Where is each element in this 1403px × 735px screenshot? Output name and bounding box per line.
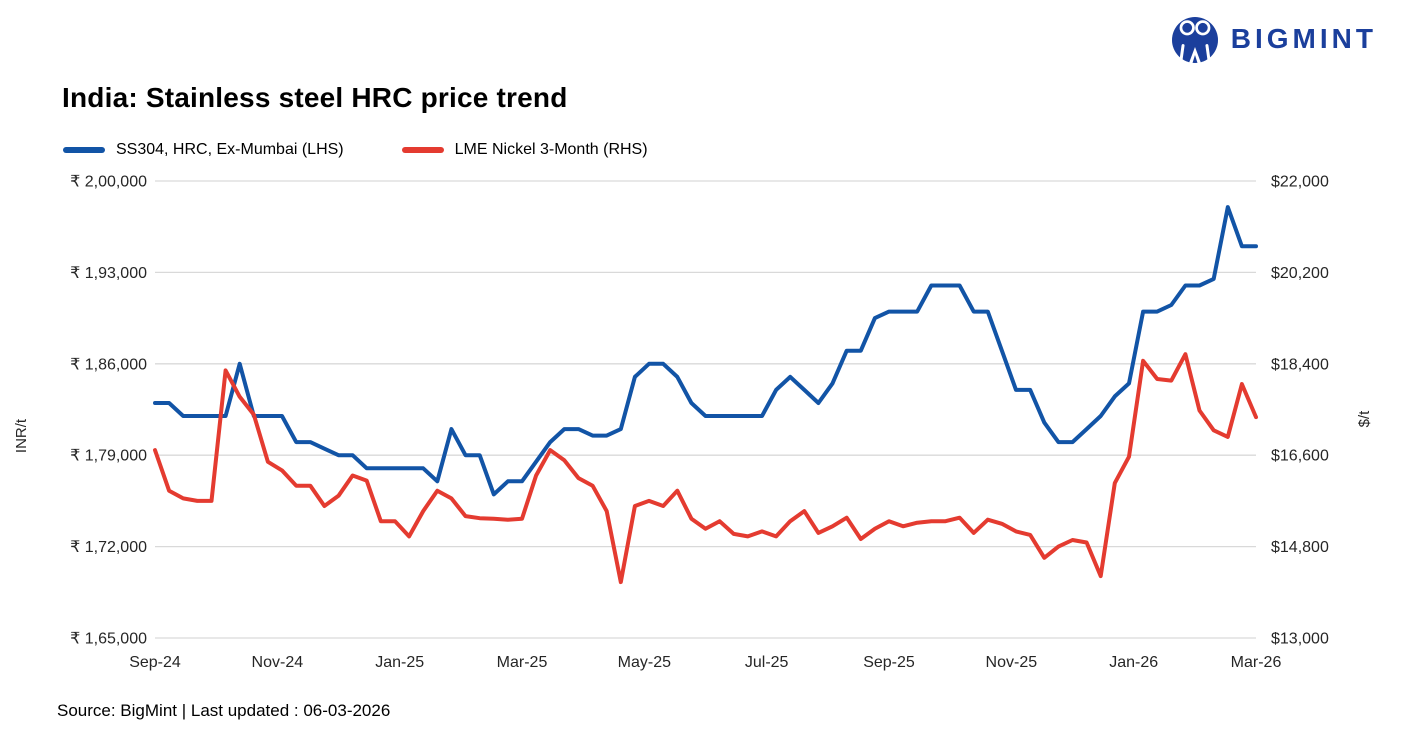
left-axis-tick-label: ₹ 1,65,000 <box>70 631 147 648</box>
right-axis-title: $/t <box>1356 410 1373 428</box>
right-axis-tick-label: $13,000 <box>1271 631 1329 648</box>
x-axis-tick-label: Jan-26 <box>1109 654 1158 671</box>
x-axis-tick-label: Nov-25 <box>986 654 1038 671</box>
right-axis-tick-label: $20,200 <box>1271 265 1329 282</box>
legend-label-ss304: SS304, HRC, Ex-Mumbai (LHS) <box>116 141 344 158</box>
bigmint-logo-icon <box>1171 17 1218 63</box>
left-axis-tick-label: ₹ 2,00,000 <box>70 174 147 191</box>
legend-swatch-ss304 <box>63 147 105 153</box>
series-line-ss304-hrc <box>153 205 1258 497</box>
left-axis-title: INR/t <box>13 418 30 453</box>
right-axis-tick-label: $14,800 <box>1271 539 1329 556</box>
bigmint-logo: BIGMINT <box>1170 14 1377 64</box>
x-axis-tick-label: Jan-25 <box>375 654 424 671</box>
legend-label-nickel: LME Nickel 3-Month (RHS) <box>454 141 648 158</box>
right-axis-tick-label: $16,600 <box>1271 448 1329 465</box>
x-axis-tick-label: Nov-24 <box>252 654 304 671</box>
x-axis-tick-label: Sep-24 <box>129 654 181 671</box>
left-axis-tick-label: ₹ 1,93,000 <box>70 265 147 282</box>
x-axis-tick-label: Mar-25 <box>497 654 548 671</box>
x-axis-tick-label: Mar-26 <box>1231 654 1282 671</box>
series-line-lme-nickel <box>153 352 1258 585</box>
x-axis-tick-label: Jul-25 <box>745 654 789 671</box>
left-axis-tick-label: ₹ 1,72,000 <box>70 539 147 556</box>
bigmint-logo-text: BIGMINT <box>1230 23 1377 54</box>
source-note: Source: BigMint | Last updated : 06-03-2… <box>57 701 391 720</box>
x-axis-tick-label: May-25 <box>618 654 671 671</box>
legend-item-ss304: SS304, HRC, Ex-Mumbai (LHS) <box>63 141 344 159</box>
x-axis-tick-label: Sep-25 <box>863 654 915 671</box>
left-axis-tick-label: ₹ 1,86,000 <box>70 356 147 373</box>
chart-title: India: Stainless steel HRC price trend <box>62 82 568 113</box>
legend-swatch-nickel <box>401 147 444 153</box>
right-axis-tick-label: $18,400 <box>1271 356 1329 373</box>
left-axis-tick-label: ₹ 1,79,000 <box>70 448 147 465</box>
legend-item-nickel: LME Nickel 3-Month (RHS) <box>401 141 648 159</box>
right-axis-tick-label: $22,000 <box>1271 174 1329 191</box>
chart-legend: SS304, HRC, Ex-Mumbai (LHS) LME Nickel 3… <box>63 141 706 159</box>
